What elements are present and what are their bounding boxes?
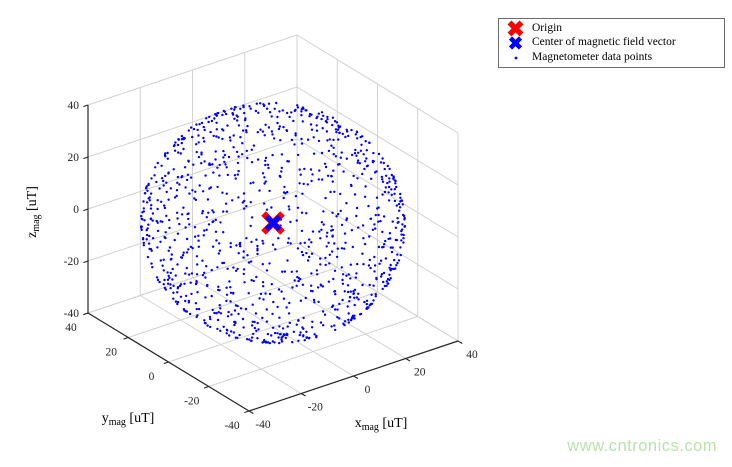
tick-labels: -40 -20 0 20 40 -40 -20 0 20 40 -40 -20 0 20 40 <box>64 100 478 432</box>
svg-text:20: 20 <box>68 152 80 164</box>
legend-item: Origin <box>499 20 724 37</box>
svg-text:0: 0 <box>365 384 371 396</box>
svg-text:0: 0 <box>73 204 79 216</box>
legend: Origin Center of magnetic field vector M… <box>498 18 725 68</box>
svg-text:0: 0 <box>149 371 155 383</box>
legend-item: Center of magnetic field vector <box>499 36 724 50</box>
axis-labels: xmag [uT] ymag [uT] zmag [uT] <box>25 186 407 433</box>
svg-text:-20: -20 <box>64 256 80 268</box>
center-markers <box>261 211 285 235</box>
svg-text:xmag [uT]: xmag [uT] <box>355 416 408 433</box>
svg-text:20: 20 <box>414 367 426 379</box>
svg-text:-40: -40 <box>255 419 271 431</box>
scatter-points <box>140 101 407 345</box>
watermark: www.cntronics.com <box>567 437 717 455</box>
svg-text:40: 40 <box>68 100 80 112</box>
svg-text:ymag [uT]: ymag [uT] <box>102 411 155 428</box>
data-point-marker-icon <box>499 55 532 61</box>
origin-x-marker-icon <box>499 20 532 37</box>
axis-lines <box>83 104 463 414</box>
center-x-marker-icon <box>499 36 532 50</box>
legend-item: Magnetometer data points <box>499 51 724 65</box>
svg-text:-20: -20 <box>308 402 324 414</box>
legend-item-label: Magnetometer data points <box>532 50 653 63</box>
svg-text:-40: -40 <box>64 308 80 320</box>
legend-item-label: Origin <box>532 21 563 34</box>
svg-text:-40: -40 <box>224 420 240 432</box>
svg-text:20: 20 <box>106 347 118 359</box>
svg-text:40: 40 <box>466 349 478 361</box>
svg-text:zmag [uT]: zmag [uT] <box>25 186 42 238</box>
svg-text:40: 40 <box>65 322 77 334</box>
svg-text:-20: -20 <box>184 396 200 408</box>
legend-item-label: Center of magnetic field vector <box>532 36 676 49</box>
